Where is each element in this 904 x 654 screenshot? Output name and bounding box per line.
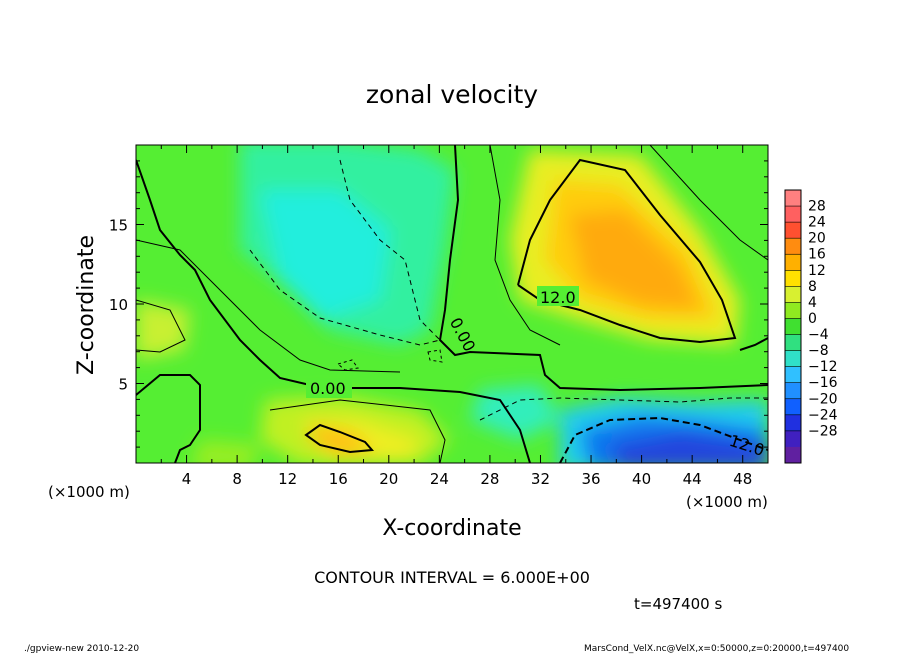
- colorbar-swatch: [785, 286, 801, 303]
- y-unit-label: (×1000 m): [686, 493, 768, 511]
- colorbar-frame: [784, 189, 802, 464]
- x-tick-label: 32: [531, 470, 550, 488]
- colorbar-swatch: [785, 206, 801, 223]
- colorbar-tick-label: −24: [808, 407, 838, 423]
- colorbar-swatch: [785, 254, 801, 271]
- footer-left: ./gpview-new 2010-12-20: [24, 644, 139, 654]
- colorbar-tick-label: 4: [808, 295, 817, 311]
- x-axis-label: X-coordinate: [382, 516, 521, 541]
- heatmap-field: [136, 145, 768, 463]
- x-tick-label: 28: [480, 470, 499, 488]
- x-tick-label: 40: [632, 470, 651, 488]
- colorbar-swatch: [785, 190, 801, 207]
- x-unit-label: (×1000 m): [48, 483, 130, 501]
- colorbar-tick-label: −28: [808, 423, 838, 439]
- colorbar-swatch: [785, 238, 801, 255]
- colorbar-swatch: [785, 430, 801, 448]
- colorbar-tick-label: −20: [808, 391, 838, 407]
- colorbar-swatch: [785, 334, 801, 352]
- y-axis: 5 10 15: [109, 160, 768, 448]
- time-label: t=497400 s: [634, 595, 722, 613]
- colorbar-tick-label: −16: [808, 375, 838, 391]
- colorbar-swatch: [785, 350, 801, 368]
- x-tick-label: 44: [683, 470, 702, 488]
- x-tick-label: 4: [182, 470, 192, 488]
- x-tick-label: 20: [379, 470, 398, 488]
- contour-lines: [136, 145, 768, 463]
- contour-label: 12.0: [540, 288, 576, 307]
- colorbar-tick-label: 12: [808, 263, 826, 279]
- x-tick-label: 12: [278, 470, 297, 488]
- x-tick-label: 48: [733, 470, 752, 488]
- colorbar-tick-label: 20: [808, 231, 826, 247]
- colorbar-swatch: [785, 446, 801, 464]
- colorbar-swatch: [785, 398, 801, 416]
- y-tick-label: 5: [118, 376, 128, 394]
- colorbar-tick-label: −12: [808, 359, 838, 375]
- contour-interval-label: CONTOUR INTERVAL = 6.000E+00: [314, 568, 590, 587]
- x-tick-label: 36: [581, 470, 600, 488]
- colorbar-swatch: [785, 302, 801, 319]
- footer-right: MarsCond_VelX.nc@VelX,x=0:50000,z=0:2000…: [584, 644, 849, 654]
- colorbar-swatch: [785, 414, 801, 432]
- x-tick-label: 24: [430, 470, 449, 488]
- colorbar-swatch: [785, 382, 801, 400]
- colorbar-swatch: [785, 318, 801, 336]
- colorbar-tick-label: 24: [808, 215, 826, 231]
- colorbar-swatch: [785, 270, 801, 287]
- y-axis-label: Z-coordinate: [74, 235, 99, 375]
- colorbar-tick-label: −4: [808, 327, 829, 343]
- colorbar-tick-label: 28: [808, 199, 826, 215]
- colorbar-swatch: [785, 222, 801, 239]
- x-tick-label: 16: [329, 470, 348, 488]
- contour-label: 0.00: [310, 379, 346, 398]
- colorbar-tick-label: 8: [808, 279, 817, 295]
- colorbar-tick-label: 0: [808, 311, 817, 327]
- y-tick-label: 15: [109, 217, 128, 235]
- y-tick-label: 10: [109, 296, 128, 314]
- colorbar-tick-label: 16: [808, 247, 826, 263]
- chart-title: zonal velocity: [366, 80, 538, 109]
- x-axis: 4 8 12 16 20 24 28 32 36 40 44 48: [160, 145, 752, 488]
- colorbar-swatch: [785, 366, 801, 384]
- x-tick-label: 8: [232, 470, 242, 488]
- colorbar-tick-label: −8: [808, 343, 829, 359]
